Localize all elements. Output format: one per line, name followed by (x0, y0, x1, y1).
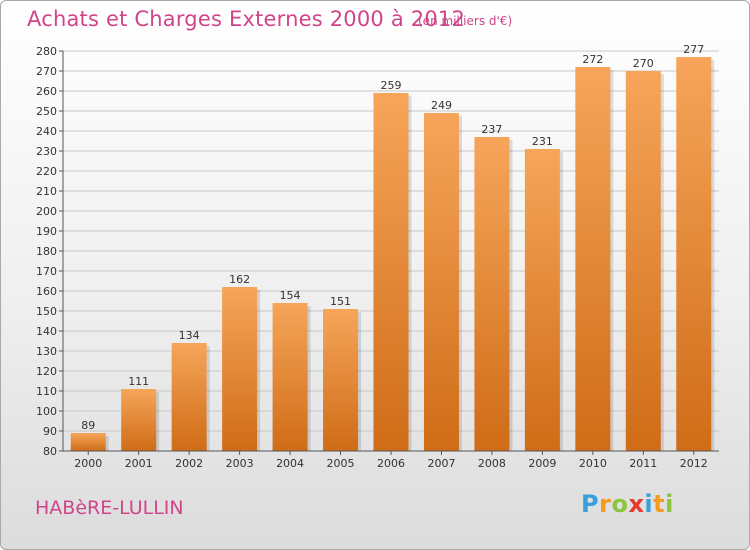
logo-letter: r (599, 490, 612, 518)
value-label: 111 (128, 375, 149, 388)
chart-title: Achats et Charges Externes 2000 à 2012 (27, 7, 466, 31)
y-tick-label: 220 (36, 165, 57, 178)
y-tick-label: 160 (36, 285, 57, 298)
x-tick-label: 2007 (427, 457, 455, 470)
value-label: 270 (633, 57, 654, 70)
value-label: 162 (229, 273, 250, 286)
x-tick-label: 2003 (226, 457, 254, 470)
logo-letter: x (628, 490, 645, 518)
bar-2003 (222, 287, 258, 451)
y-tick-label: 210 (36, 185, 57, 198)
x-tick-label: 2010 (579, 457, 607, 470)
bar-2005 (323, 309, 359, 451)
x-tick-label: 2009 (528, 457, 556, 470)
value-label: 151 (330, 295, 351, 308)
logo-letter: t (653, 490, 666, 518)
value-label: 237 (481, 123, 502, 136)
bar-2001 (121, 389, 157, 451)
x-tick-label: 2004 (276, 457, 304, 470)
bar-2007 (423, 113, 459, 451)
bar-2002 (171, 343, 207, 451)
x-tick-label: 2006 (377, 457, 405, 470)
y-tick-label: 190 (36, 225, 57, 238)
y-tick-label: 100 (36, 405, 57, 418)
value-label: 259 (381, 79, 402, 92)
x-tick-label: 2005 (327, 457, 355, 470)
y-tick-label: 120 (36, 365, 57, 378)
bar-2012 (676, 57, 712, 451)
y-tick-label: 200 (36, 205, 57, 218)
value-label: 277 (683, 43, 704, 56)
value-label: 231 (532, 135, 553, 148)
y-tick-label: 270 (36, 65, 57, 78)
bars (70, 57, 715, 451)
y-tick-label: 280 (36, 45, 57, 58)
x-tick-label: 2002 (175, 457, 203, 470)
bar-2011 (625, 71, 661, 451)
x-tick-label: 2012 (680, 457, 708, 470)
y-tick-label: 110 (36, 385, 57, 398)
axes: 80 90 100 110 120 130 140 150 160 170 180 190 200 210… (36, 45, 719, 470)
value-label: 134 (179, 329, 200, 342)
logo-letter: o (611, 490, 629, 518)
bar-2009 (524, 149, 560, 451)
y-tick-label: 150 (36, 305, 57, 318)
y-tick-label: 180 (36, 245, 57, 258)
y-tick-label: 260 (36, 85, 57, 98)
chart-subtitle: (en milliers d'€) (418, 14, 513, 28)
y-tick-label: 140 (36, 325, 57, 338)
bar-2000 (70, 433, 106, 451)
labels: 89 111 134 162 154 151 259 249 237 231 272 270 277 (81, 43, 704, 432)
bar-2008 (474, 137, 510, 451)
x-tick-label: 2011 (629, 457, 657, 470)
value-label: 89 (81, 419, 95, 432)
logo-letter: i (644, 490, 654, 518)
y-tick-label: 90 (43, 425, 57, 438)
proxiti-logo: Proxiti (581, 490, 674, 518)
value-label: 154 (280, 289, 301, 302)
bar-2006 (373, 93, 409, 451)
bar-2010 (575, 67, 611, 451)
logo-letter: P (581, 490, 600, 518)
y-tick-label: 250 (36, 105, 57, 118)
x-tick-label: 2001 (125, 457, 153, 470)
x-tick-label: 2008 (478, 457, 506, 470)
y-tick-label: 240 (36, 125, 57, 138)
x-tick-label: 2000 (74, 457, 102, 470)
logo-letter: i (665, 490, 674, 518)
y-tick-label: 130 (36, 345, 57, 358)
commune-name: HABèRE-LULLIN (35, 497, 184, 519)
bar-2004 (272, 303, 308, 451)
y-tick-label: 230 (36, 145, 57, 158)
y-tick-label: 80 (43, 445, 57, 458)
y-tick-label: 170 (36, 265, 57, 278)
value-label: 272 (582, 53, 603, 66)
value-label: 249 (431, 99, 452, 112)
